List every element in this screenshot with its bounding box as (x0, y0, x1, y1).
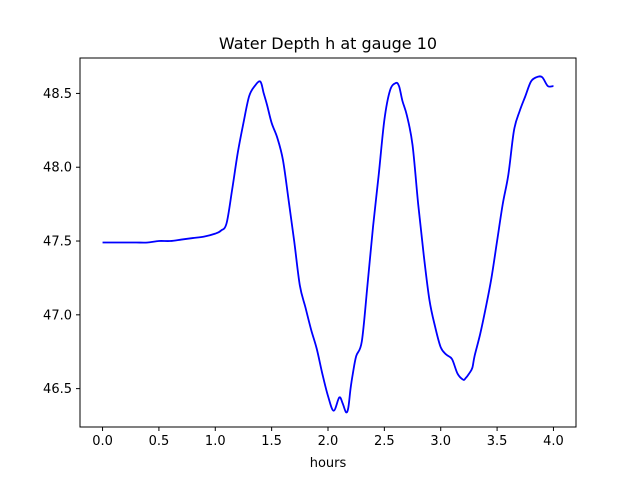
y-tick-label: 47.0 (43, 308, 72, 323)
y-tick-label: 46.5 (43, 382, 72, 397)
y-axis: 46.5 47.0 47.5 48.0 48.5 (43, 87, 80, 397)
x-tick-label: 2.5 (374, 434, 395, 449)
chart-title: Water Depth h at gauge 10 (219, 34, 437, 53)
y-tick-label: 48.5 (43, 87, 72, 102)
y-tick-label: 48.0 (43, 161, 72, 176)
x-axis-label: hours (310, 456, 347, 471)
x-tick-label: 3.5 (487, 434, 508, 449)
x-tick-label: 1.5 (261, 434, 282, 449)
x-tick-label: 0.5 (149, 434, 170, 449)
plot-frame (79, 57, 577, 428)
x-tick-label: 3.0 (430, 434, 451, 449)
x-tick-label: 1.0 (205, 434, 226, 449)
x-tick-label: 2.0 (318, 434, 339, 449)
series-line-water-depth (102, 75, 554, 414)
x-tick-label: 0.0 (92, 434, 113, 449)
y-tick-label: 47.5 (43, 235, 72, 250)
x-tick-label: 4.0 (543, 434, 564, 449)
x-axis: 0.0 0.5 1.0 1.5 2.0 2.5 3.0 3.5 4.0 (92, 427, 564, 449)
